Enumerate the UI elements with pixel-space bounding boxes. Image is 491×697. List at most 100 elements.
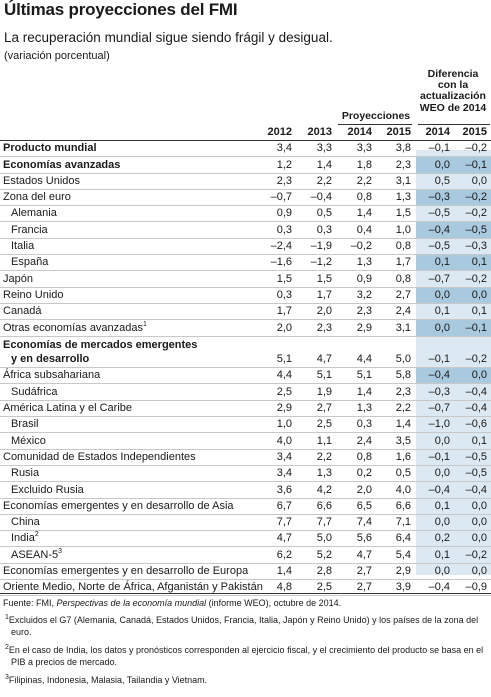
value-cell: 3,5: [395, 434, 411, 447]
table-row: Otras economías avanzadas1 2,0 2,3 2,9 3,1 0,…: [0, 320, 491, 337]
value-cell: 0,5: [316, 207, 332, 220]
value-cell: 1,4: [356, 385, 372, 398]
value-cell: –0,2: [350, 240, 372, 253]
value-cell: 0,0: [434, 288, 450, 301]
table-row: Reino Unido 0,3 1,7 3,2 2,7 0,0 0,0: [0, 287, 491, 304]
value-cell: 1,9: [316, 385, 332, 398]
value-cell: 0,1: [434, 305, 450, 318]
value-cell: 2,0: [316, 305, 332, 318]
value-cell: 2,5: [316, 418, 332, 431]
data-table: Producto mundial 3,4 3,3 3,3 3,8 –0,1 –0,2 Econ…: [0, 141, 491, 597]
value-cell: 5,2: [316, 548, 332, 561]
value-cell: 0,5: [395, 467, 411, 480]
value-cell: 2,7: [316, 402, 332, 415]
value-cell: –0,5: [428, 240, 450, 253]
value-cell: 7,7: [316, 516, 332, 529]
value-cell: 4,0: [276, 434, 292, 447]
value-cell: 2,4: [356, 434, 372, 447]
value-cell: 2,2: [316, 450, 332, 463]
difference-column-band: [416, 150, 491, 575]
value-cell: 6,6: [395, 499, 411, 512]
value-cell: –0,4: [428, 581, 450, 594]
table-row: Economías avanzadas 1,2 1,4 1,8 2,3 0,0 –0,1: [0, 157, 491, 174]
value-cell: 0,0: [434, 434, 450, 447]
footnote-mark: 3: [58, 547, 62, 555]
subtitle: La recuperación mundial sigue siendo frá…: [4, 30, 333, 45]
value-cell: 5,8: [395, 369, 411, 382]
value-cell: 2,3: [395, 158, 411, 171]
value-cell: 1,7: [395, 256, 411, 269]
row-label: China: [11, 516, 40, 529]
value-cell: –0,4: [310, 191, 332, 204]
value-cell: 2,3: [356, 305, 372, 318]
value-cell: 4,7: [276, 532, 292, 545]
value-cell: 4,2: [316, 483, 332, 496]
value-cell: 0,0: [471, 532, 487, 545]
value-cell: 4,4: [276, 369, 292, 382]
table-row: Comunidad de Estados Independientes 3,4 2,…: [0, 450, 491, 466]
value-cell: 1,4: [395, 418, 411, 431]
value-cell: 2,0: [356, 483, 372, 496]
value-cell: –0,4: [465, 483, 487, 496]
row-label: Rusia: [11, 467, 40, 480]
value-cell: 3,1: [395, 321, 411, 334]
value-cell: 4,7: [356, 548, 372, 561]
value-cell: 5,1: [316, 369, 332, 382]
value-cell: 6,4: [395, 532, 411, 545]
table-row: Economías de mercados emergentes y en des…: [0, 337, 491, 369]
value-cell: 6,5: [356, 499, 372, 512]
value-cell: 2,8: [316, 565, 332, 578]
value-cell: 2,9: [356, 321, 372, 334]
value-cell: 0,0: [434, 516, 450, 529]
value-cell: 2,2: [316, 174, 332, 187]
value-cell: 4,8: [276, 581, 292, 594]
table-row: Sudáfrica 2,5 1,9 1,4 2,3 –0,3 –0,4: [0, 384, 491, 401]
value-cell: 2,4: [395, 305, 411, 318]
value-cell: 5,6: [356, 532, 372, 545]
value-cell: 3,4: [276, 142, 292, 155]
table-row: América Latina y el Caribe 2,9 2,7 1,3 2,2 –0…: [0, 401, 491, 418]
table-row: ASEAN-53 6,2 5,2 4,7 5,4 0,1 –0,2: [0, 547, 491, 564]
table-bottom-rule: [0, 593, 491, 594]
value-cell: 0,0: [471, 565, 487, 578]
value-cell: 0,8: [395, 240, 411, 253]
table-row: Zona del euro –0,7 –0,4 0,8 1,3 –0,3 –0,2: [0, 189, 491, 207]
value-cell: –0,9: [465, 581, 487, 594]
difference-divider: [418, 124, 490, 125]
value-cell: 4,7: [316, 353, 332, 366]
value-cell: 5,0: [316, 532, 332, 545]
difference-highlight: [416, 368, 491, 384]
value-cell: 2,9: [395, 565, 411, 578]
value-cell: 7,1: [395, 516, 411, 529]
value-cell: 0,2: [434, 532, 450, 545]
value-cell: –0,2: [465, 353, 487, 366]
value-cell: –0,2: [465, 548, 487, 561]
value-cell: 2,3: [276, 174, 292, 187]
value-cell: 3,3: [316, 142, 332, 155]
value-cell: –1,6: [270, 256, 292, 269]
value-cell: 0,1: [434, 499, 450, 512]
value-cell: 6,7: [276, 499, 292, 512]
row-label: Economías de mercados emergentes y en des…: [3, 339, 198, 365]
table-row: Brasil 1,0 2,5 0,3 1,4 –1,0 –0,6: [0, 417, 491, 434]
table-row: Canadá 1,7 2,0 2,3 2,4 0,1 0,1: [0, 304, 491, 321]
value-cell: 1,3: [395, 191, 411, 204]
value-cell: 2,3: [316, 321, 332, 334]
value-cell: 1,5: [276, 272, 292, 285]
value-cell: –2,4: [270, 240, 292, 253]
value-cell: 2,5: [316, 581, 332, 594]
year-2015: 2015: [386, 126, 411, 138]
value-cell: 0,1: [434, 548, 450, 561]
value-cell: –0,4: [428, 223, 450, 236]
value-cell: 1,4: [356, 207, 372, 220]
value-cell: 2,9: [276, 402, 292, 415]
table-row: África subsahariana 4,4 5,1 5,1 5,8 –0,4 0,0: [0, 368, 491, 385]
value-cell: –0,2: [465, 191, 487, 204]
value-cell: 7,7: [276, 516, 292, 529]
value-cell: –1,9: [310, 240, 332, 253]
value-cell: 3,2: [356, 288, 372, 301]
value-cell: –0,5: [465, 223, 487, 236]
row-label: India2: [11, 531, 39, 545]
row-label: Zona del euro: [3, 191, 71, 204]
table-row: Japón 1,5 1,5 0,9 0,8 –0,7 –0,2: [0, 271, 491, 288]
